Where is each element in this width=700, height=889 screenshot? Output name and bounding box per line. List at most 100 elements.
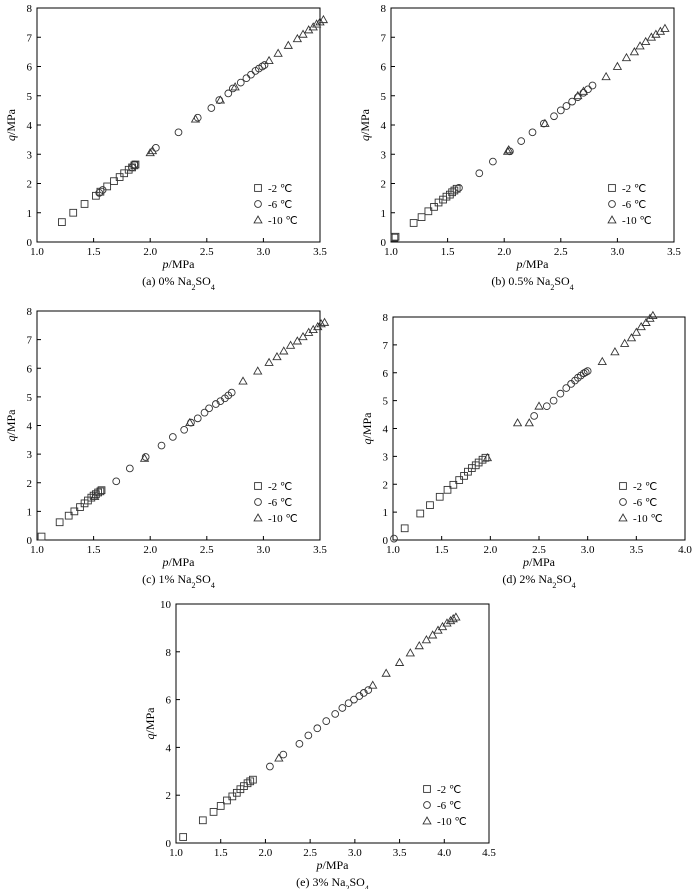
data-point-circle xyxy=(350,695,358,704)
y-tick-label: 7 xyxy=(27,335,33,347)
data-point-square xyxy=(449,480,458,489)
data-point-triangle xyxy=(315,17,325,26)
data-point-circle xyxy=(130,160,139,169)
x-tick-label: 2.5 xyxy=(554,246,568,258)
data-point-square xyxy=(391,232,400,241)
panel-caption: (e) 3% Na2SO4 xyxy=(296,875,369,889)
chart-panel-4: 1.0 1.5 2.0 2.5 3.0 3.5 4.0 0 1 2 3 4 5 6 7 8 p/MPa q/MPa… xyxy=(360,310,692,590)
series-square xyxy=(179,775,257,841)
y-tick-label: 2 xyxy=(27,478,33,490)
data-point-triangle xyxy=(619,338,630,347)
x-tick-label: 3.5 xyxy=(667,246,681,258)
data-point-triangle xyxy=(313,321,323,331)
data-point-square xyxy=(481,453,490,462)
data-point-triangle xyxy=(648,310,658,319)
data-point-square xyxy=(97,486,106,495)
data-point-triangle xyxy=(139,453,150,462)
y-tick-label: 8 xyxy=(383,312,389,324)
data-point-square xyxy=(96,187,105,196)
y-tick-label: 4 xyxy=(381,120,387,132)
data-point-triangle xyxy=(292,33,303,43)
x-tick-label: 3.5 xyxy=(629,544,643,556)
y-tick-label: 8 xyxy=(381,3,387,15)
y-tick-label: 10 xyxy=(160,599,172,611)
data-point-triangle xyxy=(238,376,248,385)
data-point-triangle xyxy=(145,147,155,157)
series-triangle xyxy=(502,23,670,155)
data-point-circle xyxy=(180,425,189,434)
data-point-square xyxy=(223,796,231,805)
data-point-circle xyxy=(227,388,236,397)
legend-marker-circle xyxy=(608,200,616,208)
data-point-circle xyxy=(207,104,216,112)
data-point-triangle xyxy=(318,14,329,24)
data-point-circle xyxy=(556,106,565,115)
data-point-circle xyxy=(562,102,571,110)
data-point-circle xyxy=(242,74,251,83)
data-point-triangle xyxy=(381,668,391,677)
x-tick-label: 2.0 xyxy=(143,544,157,556)
y-tick-label: 4 xyxy=(27,120,33,132)
data-point-triangle xyxy=(283,40,293,49)
x-tick-label: 2.5 xyxy=(303,847,317,859)
data-point-square xyxy=(69,208,78,217)
y-tick-label: 4 xyxy=(27,421,33,433)
series-circle xyxy=(95,61,269,197)
data-point-square xyxy=(417,213,426,221)
data-point-square xyxy=(209,808,218,816)
data-point-square xyxy=(434,198,443,207)
data-point-triangle xyxy=(636,321,646,331)
y-tick-label: 1 xyxy=(27,208,33,220)
data-point-triangle xyxy=(534,401,544,410)
data-point-triangle xyxy=(264,55,274,65)
y-tick-label: 2 xyxy=(381,179,387,191)
data-point-triangle xyxy=(90,491,100,500)
chart-panel-1: 1.0 1.5 2.0 2.5 3.0 3.5 0 1 2 3 4 5 6 7 8 p/MPa q/MPa (a)… xyxy=(4,3,329,292)
y-tick-label: 6 xyxy=(27,62,33,74)
data-point-triangle xyxy=(442,618,452,627)
data-point-circle xyxy=(174,128,183,137)
x-tick-label: 2.0 xyxy=(143,246,157,258)
y-tick-label: 3 xyxy=(383,451,389,463)
legend-label: -10 ℃ xyxy=(268,513,298,525)
data-point-triangle xyxy=(646,32,657,41)
data-point-triangle xyxy=(601,71,611,81)
x-tick-label: 3.5 xyxy=(313,544,327,556)
data-point-triangle xyxy=(298,29,308,38)
data-point-square xyxy=(390,233,399,242)
x-tick-label: 1.0 xyxy=(30,544,44,556)
y-axis-title: q/MPa xyxy=(4,409,18,442)
plot-frame xyxy=(175,603,490,844)
data-point-triangle xyxy=(641,317,651,326)
x-axis-title: p/MPa xyxy=(161,555,195,569)
data-point-triangle xyxy=(626,333,637,342)
y-tick-label: 1 xyxy=(381,208,387,220)
series-triangle xyxy=(482,310,658,462)
data-point-triangle xyxy=(610,347,620,356)
data-point-circle xyxy=(266,762,274,771)
data-point-circle xyxy=(304,731,313,740)
data-point-square xyxy=(460,472,468,480)
data-point-square xyxy=(430,203,438,211)
y-tick-label: 5 xyxy=(27,392,33,404)
series-circle xyxy=(266,686,373,771)
x-tick-label: 2.5 xyxy=(200,246,214,258)
x-tick-label: 2.0 xyxy=(259,847,273,859)
x-tick-label: 3.5 xyxy=(313,246,327,258)
y-tick-label: 3 xyxy=(381,149,387,161)
data-point-triangle xyxy=(578,86,589,95)
data-point-circle xyxy=(224,89,233,98)
data-point-circle xyxy=(295,739,304,748)
data-point-square xyxy=(55,518,64,527)
legend-label: -6 ℃ xyxy=(622,199,646,211)
data-point-triangle xyxy=(230,82,240,91)
data-point-square xyxy=(424,207,433,216)
data-point-square xyxy=(179,833,188,841)
data-point-square xyxy=(37,532,46,541)
data-point-square xyxy=(70,507,79,516)
legend-marker-square xyxy=(254,184,262,192)
data-point-triangle xyxy=(292,336,303,345)
y-tick-label: 0 xyxy=(27,535,33,547)
data-point-square xyxy=(216,802,225,810)
y-tick-label: 5 xyxy=(27,91,33,103)
